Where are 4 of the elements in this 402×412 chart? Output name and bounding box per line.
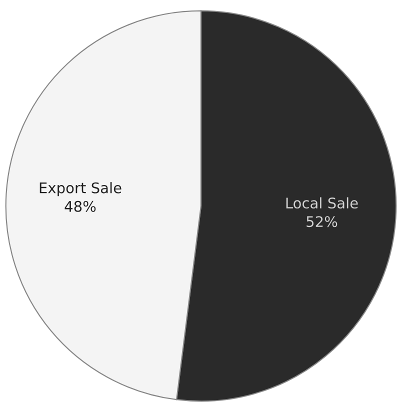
slice-label: Local Sale [286,197,358,209]
slice-label: Export Sale [40,182,122,196]
data-label: 48% [64,200,96,212]
data-label: 52% [306,216,338,228]
